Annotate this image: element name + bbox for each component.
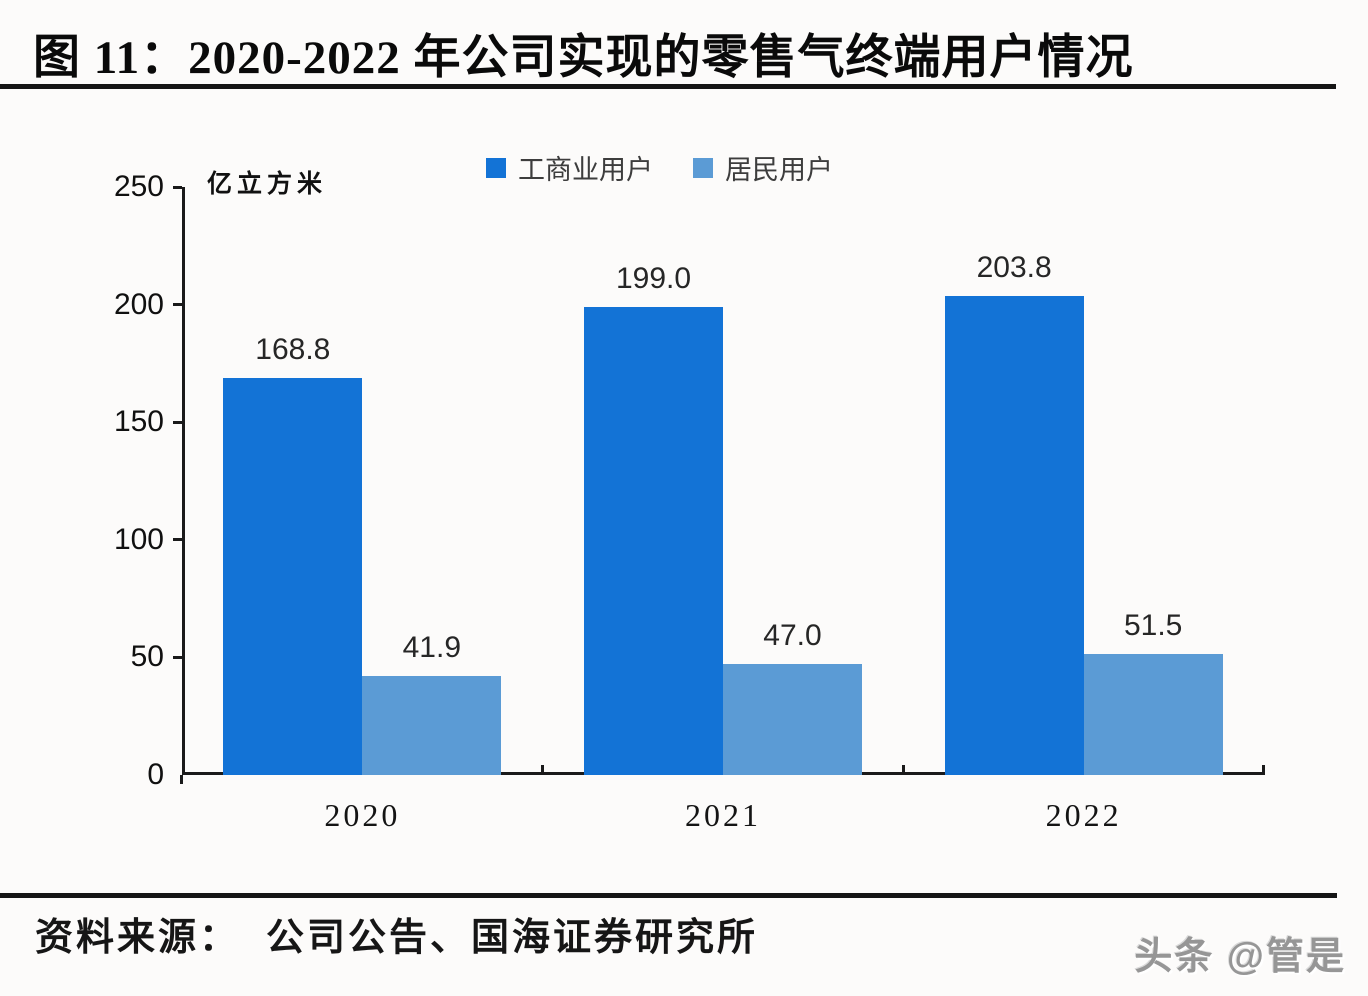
bar-value-label: 47.0 bbox=[763, 619, 822, 653]
bar-value-label: 199.0 bbox=[615, 261, 692, 295]
toutiao-watermark: 头条 @管是 bbox=[1134, 936, 1346, 978]
y-axis-tick-mark bbox=[173, 538, 182, 542]
x-axis-category-label: 2022 bbox=[1045, 797, 1122, 833]
legend-swatch-icon bbox=[693, 157, 713, 178]
legend-item: 居民用户 bbox=[693, 148, 833, 187]
legend-label: 居民用户 bbox=[725, 155, 833, 185]
bar-居民用户-2022 bbox=[1083, 653, 1223, 775]
y-axis-unit-label: 亿立方米 bbox=[207, 171, 328, 198]
legend-label: 工商业用户 bbox=[518, 155, 653, 185]
bar-工商业用户-2022 bbox=[944, 295, 1084, 775]
footer-divider-line bbox=[0, 893, 1337, 898]
bar-value-label: 168.8 bbox=[255, 332, 331, 366]
title-divider-line bbox=[0, 84, 1336, 89]
bar-居民用户-2020 bbox=[362, 676, 502, 775]
x-axis-end-tick-mark bbox=[1262, 765, 1265, 775]
y-axis-tick-label: 250 bbox=[113, 170, 164, 203]
bar-value-label: 203.8 bbox=[976, 250, 1052, 284]
source-line: 资料来源： 公司公告、国海证券研究所 bbox=[35, 906, 758, 961]
chart-legend: 工商业用户 居民用户 bbox=[486, 148, 833, 187]
legend-item: 工商业用户 bbox=[486, 148, 653, 187]
y-axis-tick-label: 50 bbox=[130, 640, 164, 674]
y-axis-tick-label: 0 bbox=[147, 758, 164, 791]
x-axis-category-label: 2021 bbox=[685, 797, 761, 833]
x-axis-tick-mark bbox=[541, 765, 545, 775]
y-axis-tick-label: 200 bbox=[113, 287, 164, 321]
bar-工商业用户-2021 bbox=[584, 306, 723, 775]
figure-title: 图 11：2020-2022 年公司实现的零售气终端用户情况 bbox=[33, 32, 1134, 84]
y-axis-tick-mark bbox=[173, 303, 182, 307]
y-axis-tick-mark bbox=[173, 420, 182, 424]
x-axis-category-label: 2020 bbox=[324, 797, 401, 833]
source-text: 公司公告、国海证券研究所 bbox=[266, 917, 759, 959]
legend-swatch-icon bbox=[486, 157, 506, 178]
y-axis-tick-mark bbox=[173, 655, 182, 659]
bar-value-label: 51.5 bbox=[1123, 608, 1183, 642]
y-axis-tick-label: 100 bbox=[113, 522, 164, 556]
bar-居民用户-2021 bbox=[723, 664, 862, 775]
y-axis-below-baseline-nub bbox=[180, 775, 183, 784]
x-axis-tick-mark bbox=[901, 765, 905, 775]
bar-value-label: 41.9 bbox=[402, 631, 462, 665]
source-prefix: 资料来源： bbox=[35, 917, 241, 959]
y-axis-tick-label: 150 bbox=[113, 405, 164, 439]
bar-工商业用户-2020 bbox=[223, 377, 363, 775]
y-axis-tick-mark bbox=[173, 185, 182, 189]
